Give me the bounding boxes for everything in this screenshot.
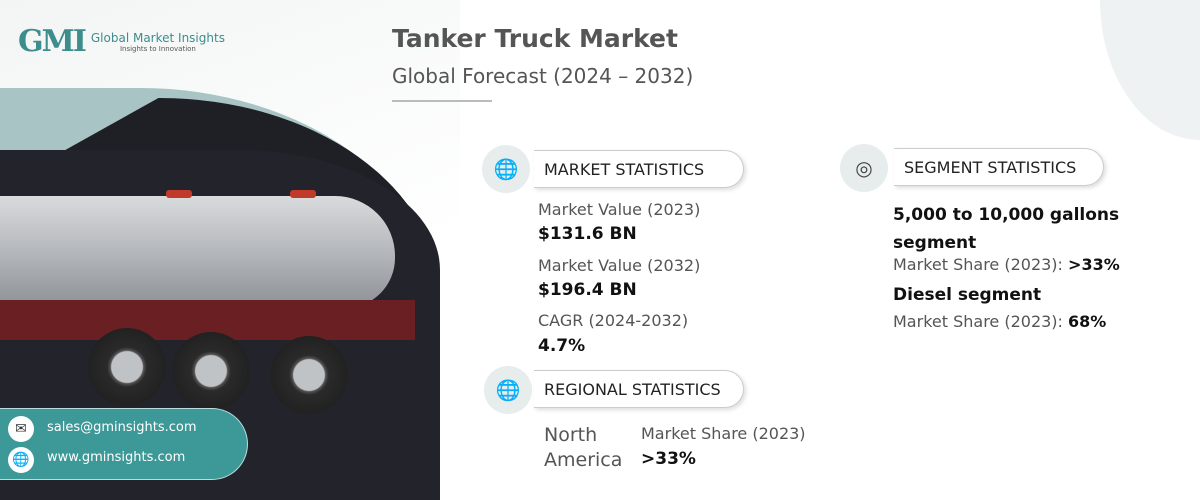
truck-wheel xyxy=(88,328,166,406)
truck-wheel xyxy=(172,332,250,410)
market-statistics-heading: MARKET STATISTICS xyxy=(534,150,744,188)
segment-share-label: Market Share (2023): xyxy=(893,312,1063,331)
target-chart-icon: ◎ xyxy=(840,144,888,192)
regional-statistics-heading: REGIONAL STATISTICS xyxy=(534,370,744,408)
region-name-line2: America xyxy=(544,449,623,471)
stat-label: Market Value (2023) xyxy=(538,200,701,219)
globe-icon: 🌐 xyxy=(484,366,532,414)
stat-value: $131.6 BN xyxy=(538,224,637,244)
page-subtitle: Global Forecast (2024 – 2032) xyxy=(392,64,694,88)
tanker-truck-tank xyxy=(0,196,395,308)
stat-value: $196.4 BN xyxy=(538,280,637,300)
globe-icon: 🌐 xyxy=(8,447,34,473)
truck-wheel xyxy=(270,336,348,414)
regional-share-label: Market Share (2023) xyxy=(641,424,806,443)
email-link[interactable]: sales@gminsights.com xyxy=(47,420,197,435)
regional-share-value: >33% xyxy=(641,449,696,469)
globe-chart-icon: 🌐 xyxy=(482,145,530,193)
title-divider xyxy=(392,100,492,102)
logo-name: Global Market Insights xyxy=(90,30,225,45)
website-link[interactable]: www.gminsights.com xyxy=(47,450,186,465)
segment-share-label: Market Share (2023): xyxy=(893,255,1063,274)
segment-statistics-heading: SEGMENT STATISTICS xyxy=(894,148,1104,186)
decorative-circle xyxy=(1100,0,1200,140)
page-title: Tanker Truck Market xyxy=(392,24,678,53)
segment-name: Diesel segment xyxy=(893,285,1042,305)
segment-share: Market Share (2023): 68% xyxy=(893,312,1106,331)
email-icon: ✉ xyxy=(8,416,34,442)
segment-name: 5,000 to 10,000 gallons segment xyxy=(893,205,1120,253)
logo-tagline: Insights to Innovation xyxy=(119,44,196,53)
contact-panel: ✉ sales@gminsights.com 🌐 www.gminsights.… xyxy=(0,408,248,480)
gmi-logo: GMI Global Market Insights Insights to I… xyxy=(18,24,225,59)
stat-label: CAGR (2024-2032) xyxy=(538,311,689,330)
segment-share-value: 68% xyxy=(1068,312,1107,331)
region-name-line1: North xyxy=(544,424,598,446)
segment-share-value: >33% xyxy=(1068,255,1120,274)
tank-hatch xyxy=(290,190,316,198)
tank-hatch xyxy=(166,190,192,198)
logo-mark: GMI xyxy=(18,24,87,59)
segment-share: Market Share (2023): >33% xyxy=(893,255,1120,274)
stat-label: Market Value (2032) xyxy=(538,256,701,275)
stat-value: 4.7% xyxy=(538,336,586,356)
